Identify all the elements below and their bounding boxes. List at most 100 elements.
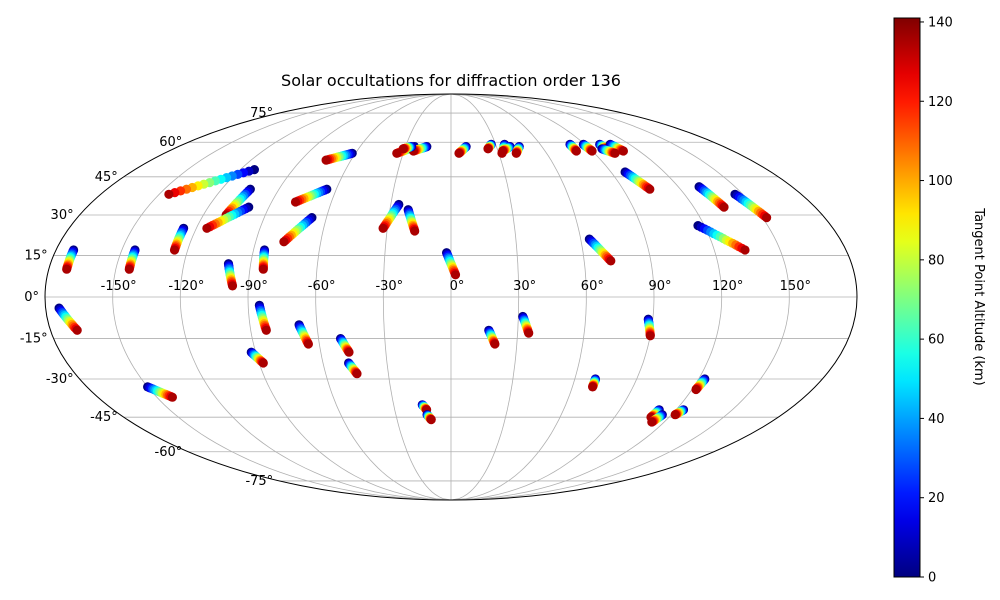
colorbar-tick-label: 120 bbox=[928, 95, 953, 110]
chart-title: Solar occultations for diffraction order… bbox=[281, 71, 621, 90]
track-point bbox=[483, 144, 493, 154]
occultation-track bbox=[169, 223, 189, 255]
track-point bbox=[410, 226, 420, 236]
track-point bbox=[398, 144, 408, 154]
track-point bbox=[618, 146, 629, 156]
latitude-tick-label: -60° bbox=[155, 445, 183, 460]
occultation-track bbox=[691, 374, 710, 395]
track-point bbox=[378, 223, 388, 233]
colorbar-tick-label: 100 bbox=[928, 174, 953, 189]
track-point bbox=[202, 223, 212, 233]
colorbar-tick-label: 140 bbox=[928, 15, 953, 30]
occultation-track bbox=[279, 213, 317, 247]
track-point bbox=[258, 358, 268, 368]
latitude-tick-label: -15° bbox=[20, 332, 48, 347]
track-point bbox=[740, 245, 750, 255]
occultation-track bbox=[254, 300, 271, 335]
occultation-track bbox=[597, 144, 620, 158]
occultation-track bbox=[670, 405, 689, 420]
longitude-tick-label: 60° bbox=[581, 279, 604, 294]
track-point bbox=[450, 270, 461, 280]
track-point bbox=[261, 325, 271, 335]
track-point bbox=[587, 146, 597, 156]
track-point bbox=[290, 197, 301, 207]
colorbar-label: Tangent Point Altitude (km) bbox=[971, 207, 986, 385]
occultation-track bbox=[258, 245, 270, 274]
occultation-track bbox=[565, 139, 582, 156]
occultation-track bbox=[336, 334, 354, 357]
occultation-track bbox=[202, 202, 254, 233]
latitude-tick-label: -45° bbox=[90, 410, 118, 425]
track-point bbox=[352, 369, 362, 379]
occultation-track bbox=[422, 410, 436, 425]
map-grid bbox=[45, 93, 857, 501]
longitude-tick-label: 150° bbox=[780, 279, 811, 294]
track-point bbox=[691, 384, 701, 395]
longitude-tick-label: 0° bbox=[450, 279, 465, 294]
track-point bbox=[279, 237, 289, 247]
track-point bbox=[524, 328, 534, 338]
occultation-track bbox=[693, 221, 750, 255]
colorbar: 0 20 40 60 80 100 120 140 Tangent Point Altitude… bbox=[893, 15, 986, 586]
latitude-tick-label: 75° bbox=[250, 106, 273, 121]
occultation-track bbox=[62, 245, 79, 274]
occultation-track bbox=[584, 234, 616, 266]
latitude-tick-label: 30° bbox=[51, 208, 74, 223]
occultation-track bbox=[578, 139, 597, 156]
colorbar-tick-label: 0 bbox=[928, 571, 936, 586]
track-point bbox=[498, 146, 508, 156]
track-point bbox=[454, 148, 464, 158]
occultation-track bbox=[143, 382, 177, 402]
track-point bbox=[164, 189, 174, 199]
track-point bbox=[426, 415, 436, 425]
occultation-track bbox=[124, 245, 140, 274]
track-point bbox=[258, 264, 268, 274]
longitude-tick-label: -60° bbox=[308, 279, 336, 294]
track-point bbox=[392, 148, 402, 158]
track-point bbox=[321, 155, 331, 165]
occultation-track bbox=[398, 142, 417, 154]
track-point bbox=[344, 347, 354, 357]
occultation-track bbox=[647, 410, 667, 427]
occultation-track bbox=[290, 184, 332, 207]
track-point bbox=[169, 245, 180, 255]
occultation-track bbox=[518, 311, 534, 338]
occultation-track bbox=[454, 142, 471, 158]
occultation-track bbox=[484, 325, 500, 349]
track-point bbox=[588, 382, 598, 392]
track-point bbox=[670, 410, 680, 420]
occultation-track bbox=[321, 148, 357, 165]
track-point bbox=[62, 264, 72, 274]
track-point bbox=[645, 331, 655, 341]
latitude-tick-label: 60° bbox=[159, 135, 182, 150]
track-point bbox=[303, 339, 313, 349]
track-point bbox=[72, 325, 82, 335]
track-point bbox=[647, 417, 657, 427]
longitude-tick-label: 30° bbox=[513, 279, 536, 294]
track-point bbox=[606, 256, 616, 266]
occultation-track bbox=[643, 314, 655, 341]
occultation-track bbox=[511, 142, 524, 158]
longitude-tick-label: -150° bbox=[101, 279, 137, 294]
colorbar-tick-label: 40 bbox=[928, 412, 945, 427]
occultation-track bbox=[730, 189, 772, 223]
map-outline bbox=[44, 93, 858, 501]
colorbar-tick-label: 60 bbox=[928, 333, 945, 348]
colorbar-tick-label: 20 bbox=[928, 491, 945, 506]
longitude-tick-label: 120° bbox=[712, 279, 743, 294]
track-point bbox=[571, 146, 582, 156]
track-point bbox=[227, 281, 238, 291]
latitude-tick-label: 45° bbox=[95, 170, 118, 185]
occultation-track bbox=[403, 205, 420, 236]
occultation-track bbox=[620, 167, 655, 194]
occultation-track bbox=[442, 248, 461, 280]
occultation-track bbox=[223, 259, 238, 291]
occultation-tracks bbox=[54, 139, 772, 427]
track-point bbox=[167, 392, 177, 402]
colorbar-tick-label: 80 bbox=[928, 253, 945, 268]
occultation-track bbox=[54, 303, 82, 335]
map-plot-area: -150° -120° -90° -60° -30° 0° 30° 60° 90° 120° 150… bbox=[20, 71, 858, 501]
latitude-tick-label: -75° bbox=[245, 474, 273, 489]
track-point bbox=[645, 184, 655, 194]
